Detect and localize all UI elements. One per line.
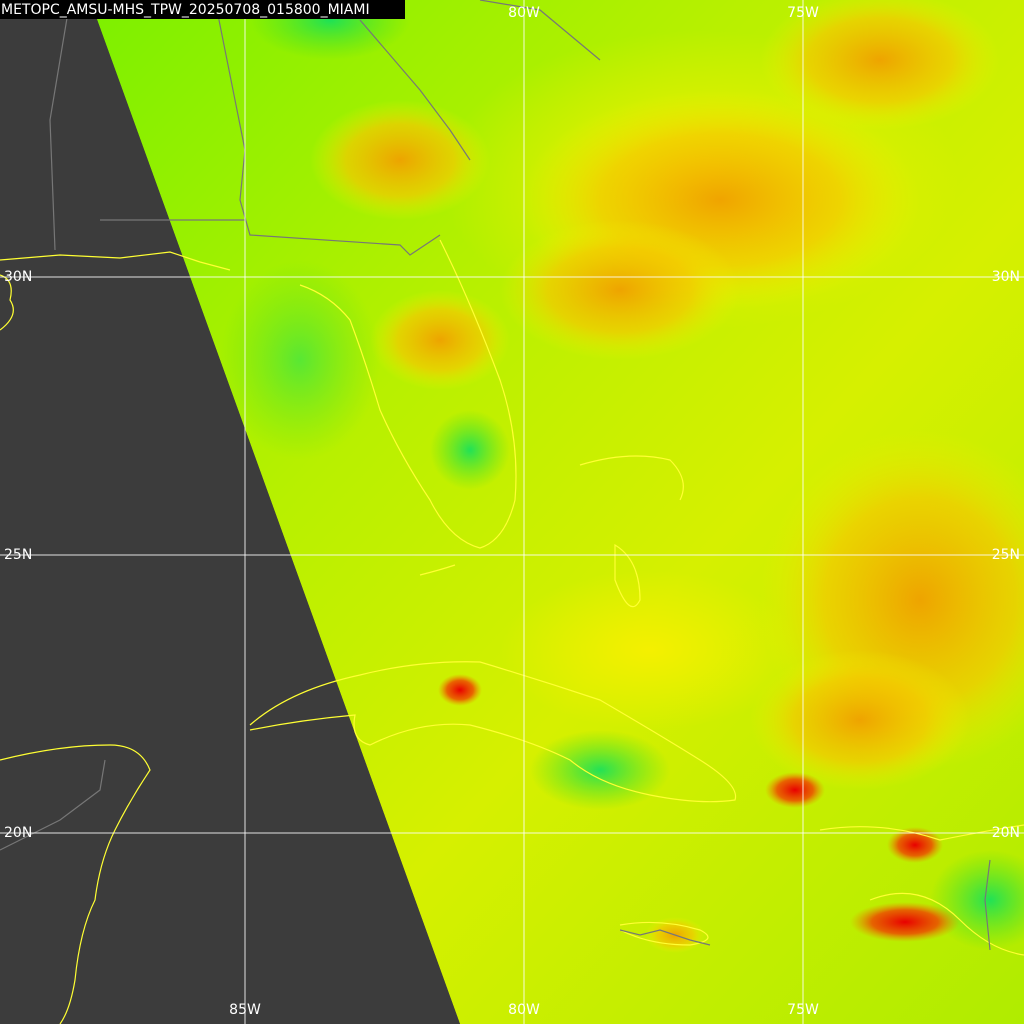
tpw-swath [90, 0, 1024, 1024]
coastlines [0, 239, 1024, 1024]
lon-label: 75W [787, 5, 819, 21]
lon-label: 85W [229, 1002, 261, 1018]
title-box [0, 0, 405, 19]
title: METOPC_AMSU-MHS_TPW_20250708_015800_MIAM… [1, 2, 370, 18]
lon-label: 75W [787, 1002, 819, 1018]
lat-label: 30N [4, 269, 32, 285]
lat-label: 20N [4, 825, 32, 841]
lat-label: 30N [992, 269, 1020, 285]
lon-label: 80W [508, 1002, 540, 1018]
lat-label: 25N [4, 547, 32, 563]
lat-label: 20N [992, 825, 1020, 841]
lat-label: 25N [992, 547, 1020, 563]
lon-label: 80W [508, 5, 540, 21]
